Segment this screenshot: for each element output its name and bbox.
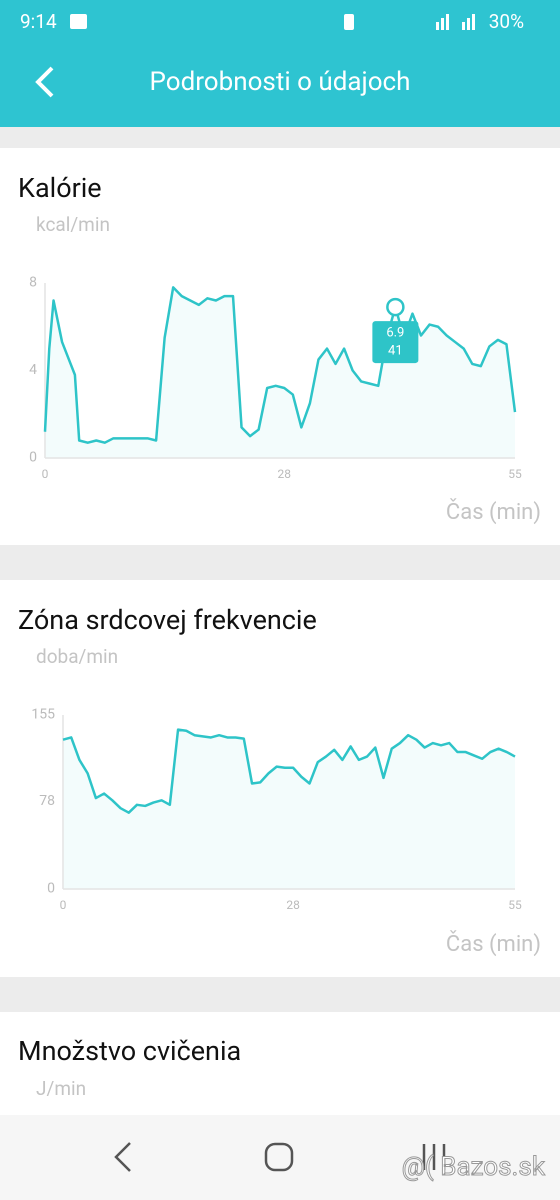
status-time: 9:14	[20, 10, 57, 33]
unit-label: J/min	[36, 1077, 86, 1100]
y-tick-label: 8	[29, 275, 37, 291]
line	[43, 286, 517, 444]
nav-recents[interactable]	[422, 1144, 446, 1170]
app-bar	[0, 0, 560, 127]
nav-bar	[0, 1115, 560, 1200]
status-icons	[344, 14, 475, 30]
gallery-icon	[70, 14, 87, 29]
x-axis-label: Čas (min)	[446, 930, 541, 957]
x-tick-label: 28	[286, 898, 300, 912]
x-tick-label: 55	[508, 467, 522, 481]
x-axis-label: Čas (min)	[446, 498, 541, 525]
x-tick-label: 55	[508, 898, 522, 912]
card	[0, 580, 560, 977]
line	[62, 728, 516, 814]
tooltip-time: 41	[388, 344, 403, 359]
tooltip	[372, 321, 419, 364]
y-tick-label: 4	[29, 362, 37, 378]
nav-home[interactable]	[264, 1142, 294, 1172]
area	[63, 729, 515, 889]
y-tick-label: 155	[31, 707, 55, 723]
x-tick-label: 0	[60, 898, 67, 912]
watermark: @( Bazos.sk	[402, 1152, 546, 1182]
chart-title: Kalórie	[18, 172, 102, 204]
page-title: Podrobnosti o údajoch	[150, 67, 411, 97]
unit-label: doba/min	[36, 645, 118, 668]
y-tick-label: 78	[39, 793, 55, 809]
card	[0, 148, 560, 545]
y-tick-label: 0	[29, 450, 37, 466]
unit-label: kcal/min	[36, 213, 110, 236]
battery-level: 30%	[489, 10, 524, 33]
back-button[interactable]	[35, 66, 54, 98]
x-tick-label: 28	[278, 467, 292, 481]
section-title: Množstvo cvičenia	[18, 1035, 241, 1067]
selected-point	[386, 297, 405, 317]
chart-title: Zóna srdcovej frekvencie	[18, 604, 317, 636]
tooltip-value: 6.9	[386, 326, 404, 341]
y-tick-label: 0	[47, 881, 55, 897]
card	[0, 1012, 560, 1115]
nav-back[interactable]	[114, 1142, 131, 1172]
x-tick-label: 0	[42, 467, 49, 481]
